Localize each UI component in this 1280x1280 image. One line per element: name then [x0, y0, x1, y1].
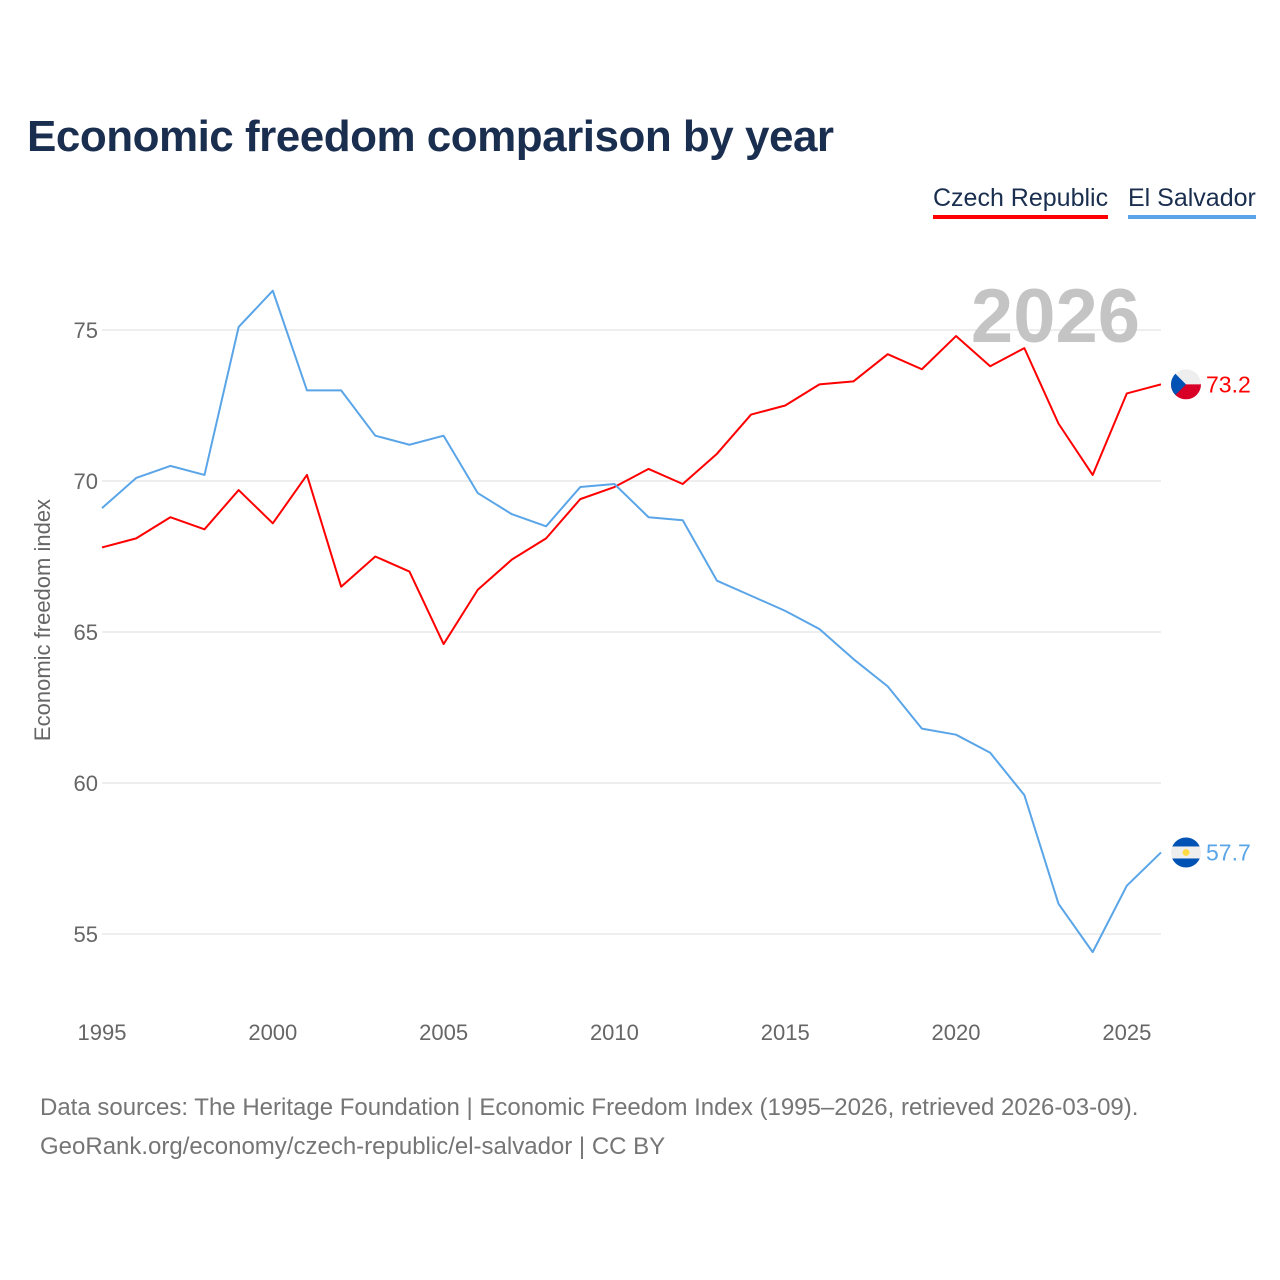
x-tick-label: 2005: [419, 1020, 468, 1045]
y-tick-label: 65: [74, 620, 98, 645]
y-tick-label: 60: [74, 771, 98, 796]
x-tick-label: 2025: [1102, 1020, 1151, 1045]
x-tick-label: 2000: [248, 1020, 297, 1045]
source-line-1: Data sources: The Heritage Foundation | …: [40, 1094, 1139, 1121]
el-salvador-flag-icon: [1171, 837, 1201, 868]
y-axis-label: Economic freedom index: [30, 499, 55, 741]
chart-title: Economic freedom comparison by year: [27, 112, 834, 161]
end-value-label: 73.2: [1206, 371, 1251, 397]
y-tick-label: 70: [74, 469, 98, 494]
source-line-2[interactable]: GeoRank.org/economy/czech-republic/el-sa…: [40, 1133, 666, 1160]
series-line-czech-republic: [101, 335, 1162, 646]
y-tick-label: 55: [74, 922, 98, 947]
series-line-el-salvador: [101, 289, 1162, 954]
source-note: Data sources: The Heritage Foundation | …: [40, 1088, 1138, 1166]
x-tick-label: 2015: [761, 1020, 810, 1045]
year-watermark: 2026: [971, 274, 1140, 359]
x-tick-label: 1995: [78, 1020, 127, 1045]
end-value-label: 57.7: [1206, 839, 1251, 865]
legend-el-salvador[interactable]: El Salvador: [1128, 184, 1256, 219]
x-tick-label: 2010: [590, 1020, 639, 1045]
legend-czech-republic[interactable]: Czech Republic: [933, 184, 1109, 219]
czech-flag-icon: [1171, 369, 1201, 400]
x-tick-label: 2020: [932, 1020, 981, 1045]
y-tick-label: 75: [74, 318, 98, 343]
